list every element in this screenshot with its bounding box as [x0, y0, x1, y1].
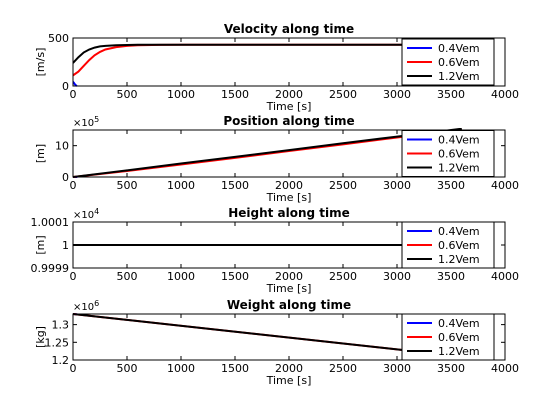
x-tick-label: 0	[70, 179, 77, 192]
y-exponent-label: ×106	[73, 299, 99, 313]
legend-entry: 1.2Vem	[438, 162, 480, 175]
x-tick-label: 2000	[275, 362, 303, 375]
y-exponent-label: ×104	[73, 207, 99, 221]
x-axis-label: Time [s]	[266, 191, 312, 204]
chart-title: Height along time	[228, 206, 350, 220]
legend-entry: 1.2Vem	[438, 345, 480, 358]
x-axis-label: Time [s]	[266, 374, 312, 387]
x-tick-label: 1000	[167, 362, 195, 375]
x-tick-label: 500	[117, 88, 138, 101]
x-axis-label: Time [s]	[266, 282, 312, 295]
x-tick-label: 3000	[383, 270, 411, 283]
chart-title: Weight along time	[227, 298, 351, 312]
x-tick-label: 2000	[275, 179, 303, 192]
x-tick-label: 1000	[167, 88, 195, 101]
legend-entry: 0.6Vem	[438, 56, 480, 69]
y-exponent-label: ×105	[73, 115, 99, 129]
y-axis-label: [m/s]	[34, 48, 47, 77]
x-tick-label: 4000	[491, 362, 519, 375]
x-tick-label: 0	[70, 362, 77, 375]
y-tick-label: 1.0001	[31, 216, 70, 229]
subplot-2: Position along time 0 500 1000 1500 2000 2500 3…	[34, 114, 519, 204]
x-tick-label: 3500	[437, 179, 465, 192]
x-tick-label: 1500	[221, 270, 249, 283]
legend-entry: 0.6Vem	[438, 331, 480, 344]
series-line-1.2Vem	[73, 43, 462, 64]
x-tick-label: 500	[117, 179, 138, 192]
x-tick-label: 1500	[221, 88, 249, 101]
x-tick-label: 0	[70, 88, 77, 101]
y-tick-label: 10	[55, 140, 69, 153]
y-tick-label: 500	[48, 32, 69, 45]
x-tick-label: 2500	[329, 362, 357, 375]
x-tick-label: 4000	[491, 179, 519, 192]
legend-entry: 1.2Vem	[438, 70, 480, 83]
x-tick-label: 3500	[437, 362, 465, 375]
y-axis-label: [m]	[34, 235, 47, 254]
x-tick-label: 3500	[437, 270, 465, 283]
legend-entry: 1.2Vem	[438, 253, 480, 266]
series-line-1.2Vem	[73, 313, 462, 358]
y-axis-label: [m]	[34, 144, 47, 163]
series-line-1.2Vem	[73, 128, 462, 178]
x-tick-label: 4000	[491, 270, 519, 283]
y-tick-label: 1.2	[52, 354, 70, 367]
chart-title: Velocity along time	[224, 22, 354, 36]
subplot-3: Height along time 0 500 1000 1500 2000 2500 300…	[31, 206, 520, 295]
legend-entry: 0.6Vem	[438, 239, 480, 252]
chart-title: Position along time	[223, 114, 354, 128]
x-tick-label: 2000	[275, 88, 303, 101]
legend-entry: 0.6Vem	[438, 148, 480, 161]
x-tick-label: 1000	[167, 270, 195, 283]
x-tick-label: 4000	[491, 88, 519, 101]
x-tick-label: 2500	[329, 88, 357, 101]
x-tick-label: 3000	[383, 179, 411, 192]
legend-entry: 0.4Vem	[438, 225, 480, 238]
x-tick-label: 500	[117, 362, 138, 375]
y-tick-label: 1.3	[52, 319, 70, 332]
y-tick-label: 0	[62, 80, 69, 93]
y-tick-label: 0.9999	[31, 262, 70, 275]
x-tick-label: 3000	[383, 88, 411, 101]
y-tick-label: 0	[62, 171, 69, 184]
x-tick-label: 2500	[329, 179, 357, 192]
x-tick-label: 1000	[167, 179, 195, 192]
subplot-4: Weight along time 0 500 1000 1500 2000 2500 300…	[34, 298, 519, 387]
x-tick-label: 1500	[221, 362, 249, 375]
y-tick-label: 1.25	[45, 336, 70, 349]
x-axis-label: Time [s]	[266, 100, 312, 113]
legend-entry: 0.4Vem	[438, 317, 480, 330]
legend-entry: 0.4Vem	[438, 134, 480, 147]
x-tick-label: 3000	[383, 362, 411, 375]
y-tick-label: 1	[62, 239, 69, 252]
x-tick-label: 2500	[329, 270, 357, 283]
x-tick-label: 0	[70, 270, 77, 283]
x-tick-label: 3500	[437, 88, 465, 101]
x-tick-label: 1500	[221, 179, 249, 192]
legend-entry: 0.4Vem	[438, 42, 480, 55]
y-axis-label: [kg]	[34, 326, 47, 348]
subplot-1: Velocity along time 0 500 1000 1500 2000 2500 3…	[34, 22, 519, 113]
series-line-0.4Vem	[73, 81, 78, 87]
x-tick-label: 500	[117, 270, 138, 283]
x-tick-label: 2000	[275, 270, 303, 283]
